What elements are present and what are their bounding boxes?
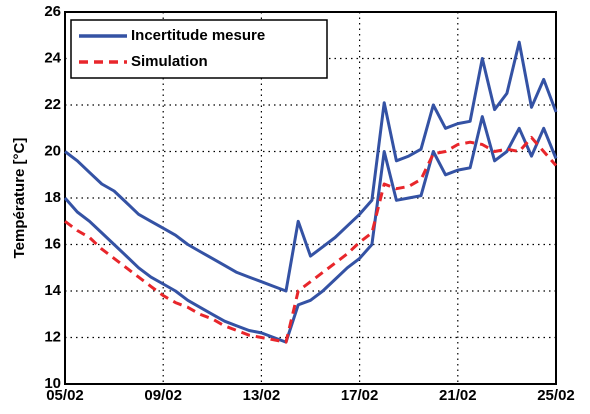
legend-box	[70, 19, 328, 79]
x-tick-label: 09/02	[144, 387, 182, 404]
y-tick-label: 26	[44, 3, 61, 20]
series-line	[64, 40, 558, 293]
legend-label: Incertitude mesure	[131, 27, 265, 44]
y-tick-label: 14	[44, 282, 61, 299]
y-axis-label: Température [°C]	[11, 138, 28, 259]
y-tick-label: 22	[44, 96, 61, 113]
x-tick-label: 13/02	[243, 387, 281, 404]
y-tick-label: 24	[44, 49, 61, 66]
series-line	[64, 136, 558, 344]
y-tick-label: 18	[44, 189, 61, 206]
x-tick-label: 17/02	[341, 387, 379, 404]
x-tick-label: 21/02	[439, 387, 477, 404]
x-tick-label: 05/02	[46, 387, 84, 404]
y-tick-label: 16	[44, 235, 61, 252]
y-tick-label: 12	[44, 328, 61, 345]
series-line	[63, 115, 558, 344]
x-tick-label: 25/02	[537, 387, 575, 404]
legend-label: Simulation	[131, 53, 208, 70]
y-tick-label: 10	[44, 375, 61, 392]
y-tick-label: 20	[44, 142, 61, 159]
